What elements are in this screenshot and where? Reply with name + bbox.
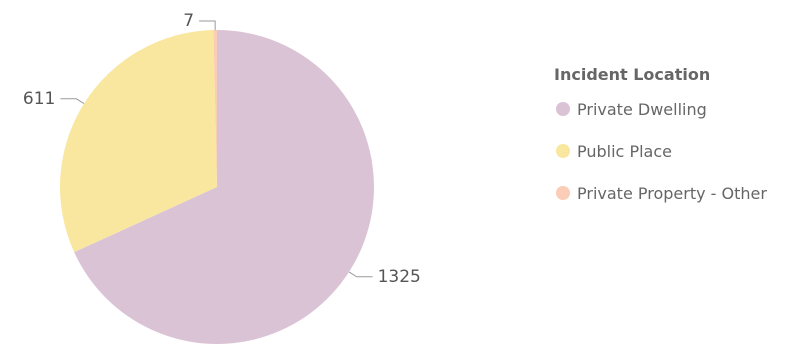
pie-slice-private-property-other[interactable] <box>213 30 217 187</box>
legend-swatch-public-place <box>556 144 570 158</box>
legend-swatch-private-dwelling <box>556 102 570 116</box>
pie-data-labels: 1325 611 7 <box>23 11 421 287</box>
leader-line-public-place <box>60 98 85 104</box>
data-label-private-dwelling: 1325 <box>378 267 421 287</box>
pie-chart: 1325 611 7 <box>23 11 421 344</box>
legend: Incident Location Private Dwelling Publi… <box>554 64 798 214</box>
leader-line-private-dwelling <box>348 271 373 278</box>
legend-label-private-property-other: Private Property - Other <box>577 183 767 203</box>
pie-slices <box>59 30 374 344</box>
legend-item-private-dwelling[interactable]: Private Dwelling <box>554 88 798 130</box>
legend-swatch-private-property-other <box>556 186 570 200</box>
legend-label-public-place: Public Place <box>577 141 672 161</box>
legend-item-public-place[interactable]: Public Place <box>554 130 798 172</box>
pie-slice-public-place[interactable] <box>59 30 217 253</box>
legend-title: Incident Location <box>554 65 711 84</box>
leader-line-private-property-other <box>199 20 216 31</box>
data-label-public-place: 611 <box>23 89 55 109</box>
data-label-private-property-other: 7 <box>183 11 194 31</box>
legend-item-private-property-other[interactable]: Private Property - Other <box>554 172 798 214</box>
pie-slice-private-dwelling[interactable] <box>74 30 374 344</box>
legend-label-private-dwelling: Private Dwelling <box>577 99 707 119</box>
